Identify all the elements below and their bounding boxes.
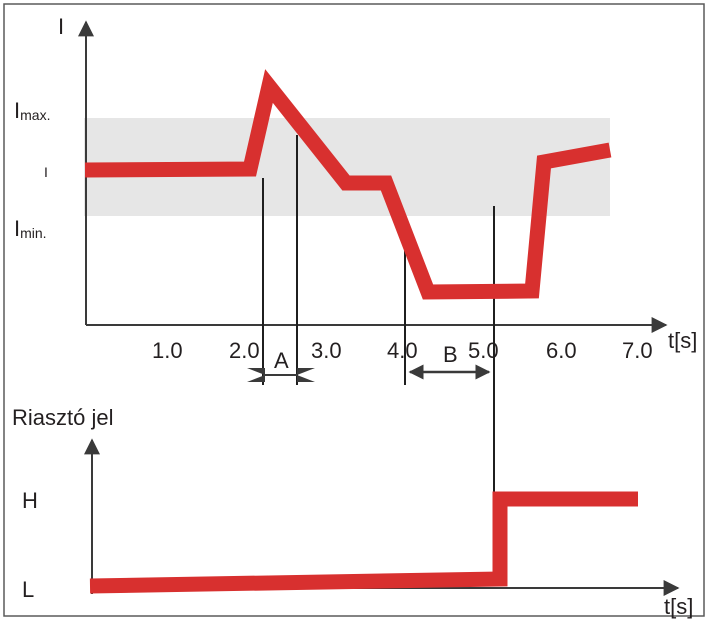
current-signal-line (84, 69, 612, 300)
x-tick-label: 3.0 (311, 338, 342, 363)
interval-a-arrow-left (247, 368, 265, 375)
x-tick-labels: 1.0 2.0 3.0 4.0 5.0 6.0 7.0 (152, 338, 653, 363)
bottom-x-axis-label: t[s] (664, 594, 693, 619)
interval-a-arrow-right-2 (297, 375, 315, 382)
imax-label: Imax. (14, 98, 50, 123)
imax-label-main: I (14, 98, 20, 123)
imin-label-sub: min. (20, 225, 46, 241)
interval-b: B (408, 342, 491, 380)
x-tick-label: 2.0 (229, 338, 260, 363)
interval-a-arrow-left-2 (247, 375, 265, 382)
alarm-signal-line (89, 491, 638, 594)
figure-frame (3, 3, 705, 617)
x-tick-label: 7.0 (622, 338, 653, 363)
interval-b-label: B (443, 342, 458, 367)
interval-a-arrow-right (297, 368, 315, 375)
interval-a: A (247, 348, 315, 382)
x-tick-label: 4.0 (387, 338, 418, 363)
imax-label-sub: max. (20, 107, 50, 123)
imin-label: Imin. (14, 216, 47, 241)
imin-label-main: I (14, 216, 20, 241)
interval-a-label: A (274, 348, 289, 373)
i-label: I (44, 164, 48, 180)
top-x-axis-label: t[s] (668, 328, 697, 353)
marker-lines (262, 135, 495, 500)
x-tick-label: 1.0 (152, 338, 183, 363)
x-tick-label: 6.0 (546, 338, 577, 363)
low-level-label: L (22, 577, 34, 602)
bottom-y-axis-label: Riasztó jel (12, 405, 113, 430)
top-y-axis-label: I (58, 14, 64, 39)
high-level-label: H (22, 488, 38, 513)
